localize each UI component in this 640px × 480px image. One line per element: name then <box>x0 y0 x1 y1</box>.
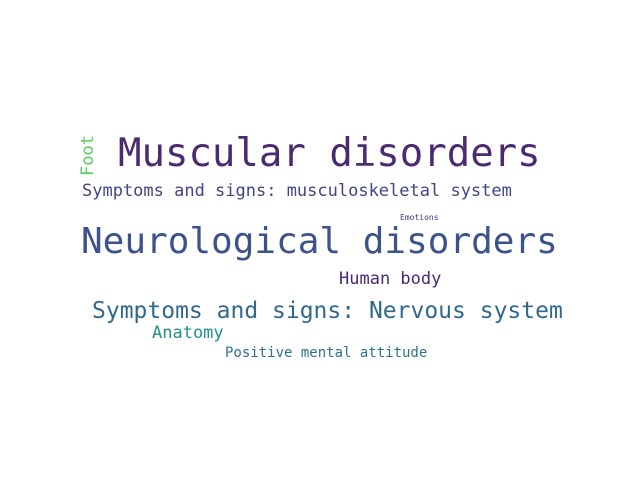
word-neurological-disorders: Neurological disorders <box>81 221 558 262</box>
word-foot: Foot <box>78 135 98 176</box>
word-positive-mental-attitude: Positive mental attitude <box>225 345 428 361</box>
word-symptoms-nervous-system: Symptoms and signs: Nervous system <box>92 298 563 324</box>
word-symptoms-musculoskeletal: Symptoms and signs: musculoskeletal syst… <box>82 181 512 201</box>
word-muscular-disorders: Muscular disorders <box>118 131 541 176</box>
word-human-body: Human body <box>339 269 442 289</box>
word-anatomy: Anatomy <box>152 323 224 343</box>
word-emotions: Emotions <box>400 213 439 222</box>
